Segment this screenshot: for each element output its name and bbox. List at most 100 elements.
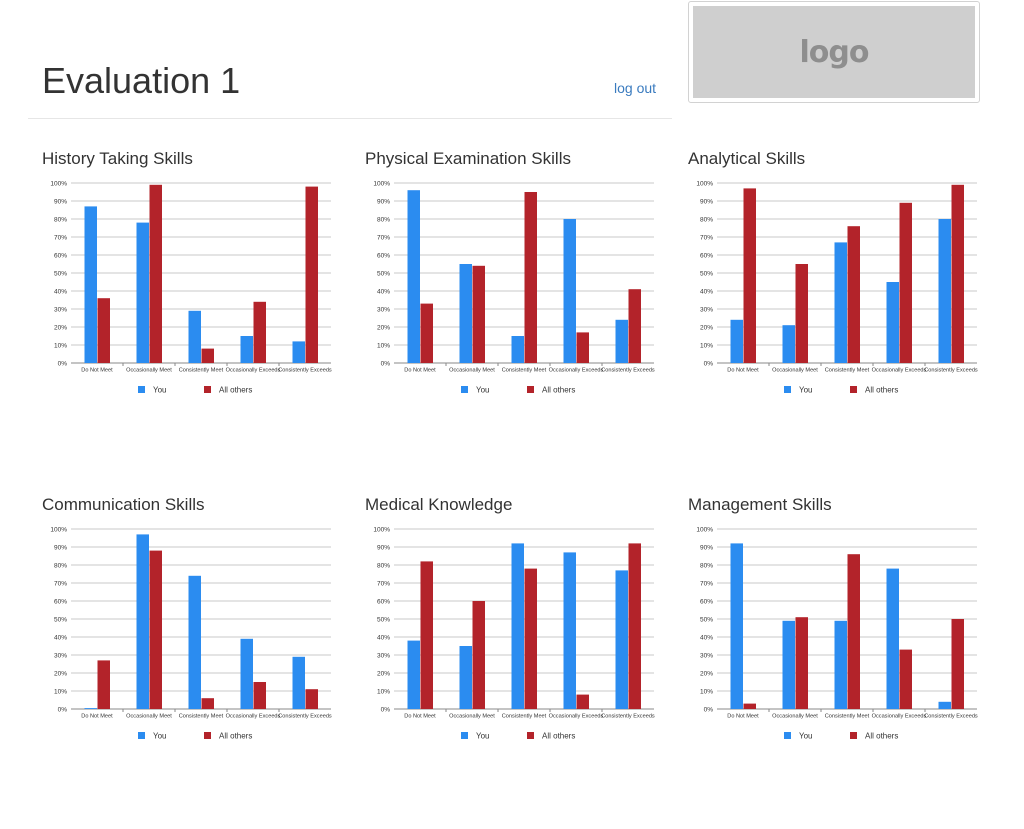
page-title: Evaluation 1 bbox=[42, 60, 241, 101]
bar-you-consistently-meet bbox=[834, 242, 847, 363]
x-tick-label: Do Not Meet bbox=[81, 714, 113, 720]
chart-title: History Taking Skills bbox=[42, 149, 193, 168]
bar-you-occasionally-exceeds bbox=[563, 552, 576, 709]
logo-text: logo bbox=[799, 34, 870, 70]
y-tick-label: 10% bbox=[377, 343, 390, 350]
legend-swatch-you bbox=[461, 386, 468, 393]
x-tick-label: Occasionally Exceeds bbox=[226, 714, 281, 720]
bar-all-others-occasionally-meet bbox=[472, 265, 485, 363]
bar-all-others-occasionally-exceeds bbox=[576, 332, 589, 363]
y-tick-label: 80% bbox=[700, 563, 713, 570]
y-tick-label: 0% bbox=[58, 361, 68, 368]
legend-label-all-others: All others bbox=[865, 732, 898, 741]
bar-all-others-consistently-exceeds bbox=[951, 619, 964, 709]
y-tick-label: 0% bbox=[58, 707, 68, 714]
legend-label-you: You bbox=[799, 386, 813, 395]
bar-you-consistently-exceeds bbox=[615, 570, 628, 709]
bar-all-others-occasionally-exceeds bbox=[899, 649, 912, 709]
y-tick-label: 80% bbox=[377, 563, 390, 570]
y-tick-label: 10% bbox=[54, 689, 67, 696]
bar-all-others-do-not-meet bbox=[97, 298, 110, 363]
y-tick-label: 70% bbox=[700, 235, 713, 242]
bar-you-occasionally-exceeds bbox=[563, 219, 576, 363]
legend-swatch-you bbox=[461, 732, 468, 739]
bar-you-consistently-exceeds bbox=[615, 319, 628, 363]
x-tick-label: Occasionally Exceeds bbox=[872, 368, 927, 374]
y-tick-label: 60% bbox=[377, 253, 390, 260]
x-tick-label: Occasionally Meet bbox=[449, 714, 495, 720]
y-tick-label: 50% bbox=[377, 617, 390, 624]
legend-label-all-others: All others bbox=[542, 732, 575, 741]
x-tick-label: Consistently Exceeds bbox=[924, 368, 978, 374]
x-tick-label: Occasionally Meet bbox=[126, 368, 172, 374]
x-tick-label: Consistently Exceeds bbox=[278, 368, 332, 374]
bar-you-consistently-meet bbox=[511, 543, 524, 709]
x-tick-label: Occasionally Meet bbox=[126, 714, 172, 720]
chart-history-taking: 0% 10% 20% 30% 40% 50% 60% 70% 80% 90% 100% Do Not … bbox=[50, 181, 332, 395]
bar-all-others-do-not-meet bbox=[420, 303, 433, 363]
y-tick-label: 0% bbox=[381, 707, 391, 714]
y-tick-label: 70% bbox=[700, 581, 713, 588]
bar-you-occasionally-exceeds bbox=[886, 568, 899, 709]
bar-all-others-consistently-exceeds bbox=[951, 184, 964, 363]
legend-swatch-you bbox=[138, 732, 145, 739]
legend-swatch-all-others bbox=[850, 386, 857, 393]
bar-you-do-not-meet bbox=[730, 543, 743, 709]
legend-label-you: You bbox=[476, 732, 490, 741]
y-tick-label: 50% bbox=[377, 271, 390, 278]
x-tick-label: Do Not Meet bbox=[81, 368, 113, 374]
legend-label-all-others: All others bbox=[219, 732, 252, 741]
logo: logo bbox=[688, 1, 980, 103]
bar-all-others-occasionally-meet bbox=[795, 617, 808, 709]
bar-all-others-occasionally-meet bbox=[472, 601, 485, 709]
chart-panel-communication: Communication Skills 0% 10% 20% 30% 40% 50% 60… bbox=[42, 495, 342, 755]
y-tick-label: 20% bbox=[54, 325, 67, 332]
y-tick-label: 100% bbox=[696, 181, 713, 188]
y-tick-label: 50% bbox=[700, 617, 713, 624]
y-tick-label: 70% bbox=[54, 581, 67, 588]
bar-all-others-consistently-exceeds bbox=[628, 289, 641, 363]
y-tick-label: 10% bbox=[377, 689, 390, 696]
y-tick-label: 60% bbox=[54, 253, 67, 260]
y-tick-label: 70% bbox=[377, 235, 390, 242]
y-tick-label: 80% bbox=[377, 217, 390, 224]
y-tick-label: 80% bbox=[54, 217, 67, 224]
bar-all-others-consistently-meet bbox=[847, 554, 860, 709]
y-tick-label: 90% bbox=[700, 545, 713, 552]
chart-analytical: 0% 10% 20% 30% 40% 50% 60% 70% 80% 90% 100% Do Not … bbox=[696, 181, 978, 395]
y-tick-label: 20% bbox=[377, 671, 390, 678]
y-tick-label: 100% bbox=[696, 527, 713, 534]
x-tick-label: Occasionally Exceeds bbox=[549, 368, 604, 374]
chart-panel-history-taking: History Taking Skills 0% 10% 20% 30% 40% 50% 6… bbox=[42, 149, 342, 409]
x-tick-label: Occasionally Meet bbox=[772, 714, 818, 720]
y-tick-label: 90% bbox=[54, 199, 67, 206]
y-tick-label: 60% bbox=[377, 599, 390, 606]
y-tick-label: 80% bbox=[700, 217, 713, 224]
bar-you-occasionally-meet bbox=[782, 620, 795, 709]
y-tick-label: 60% bbox=[700, 599, 713, 606]
bar-all-others-do-not-meet bbox=[743, 703, 756, 709]
bar-you-consistently-meet bbox=[188, 575, 201, 709]
x-tick-label: Occasionally Exceeds bbox=[872, 714, 927, 720]
x-tick-label: Occasionally Meet bbox=[772, 368, 818, 374]
x-tick-label: Do Not Meet bbox=[404, 714, 436, 720]
legend-swatch-all-others bbox=[527, 732, 534, 739]
y-tick-label: 60% bbox=[54, 599, 67, 606]
bar-all-others-occasionally-meet bbox=[795, 264, 808, 363]
chart-panel-analytical: Analytical Skills 0% 10% 20% 30% 40% 50% 60% 70… bbox=[688, 149, 988, 409]
chart-title: Physical Examination Skills bbox=[365, 149, 571, 168]
chart-title: Medical Knowledge bbox=[365, 495, 513, 514]
x-tick-label: Occasionally Meet bbox=[449, 368, 495, 374]
chart-communication: 0% 10% 20% 30% 40% 50% 60% 70% 80% 90% 100% Do Not … bbox=[50, 527, 332, 741]
x-tick-label: Consistently Meet bbox=[179, 714, 224, 720]
logout-link[interactable]: log out bbox=[614, 80, 657, 96]
chart-title: Management Skills bbox=[688, 495, 832, 514]
y-tick-label: 20% bbox=[377, 325, 390, 332]
legend-label-all-others: All others bbox=[865, 386, 898, 395]
bar-you-occasionally-meet bbox=[459, 264, 472, 363]
chart-panel-management: Management Skills 0% 10% 20% 30% 40% 50% 60% 70… bbox=[688, 495, 988, 755]
chart-panel-medical-knowledge: Medical Knowledge 0% 10% 20% 30% 40% 50% 60% 70… bbox=[365, 495, 665, 755]
y-tick-label: 100% bbox=[50, 527, 67, 534]
x-tick-label: Consistently Meet bbox=[179, 368, 224, 374]
x-tick-label: Consistently Exceeds bbox=[278, 714, 332, 720]
